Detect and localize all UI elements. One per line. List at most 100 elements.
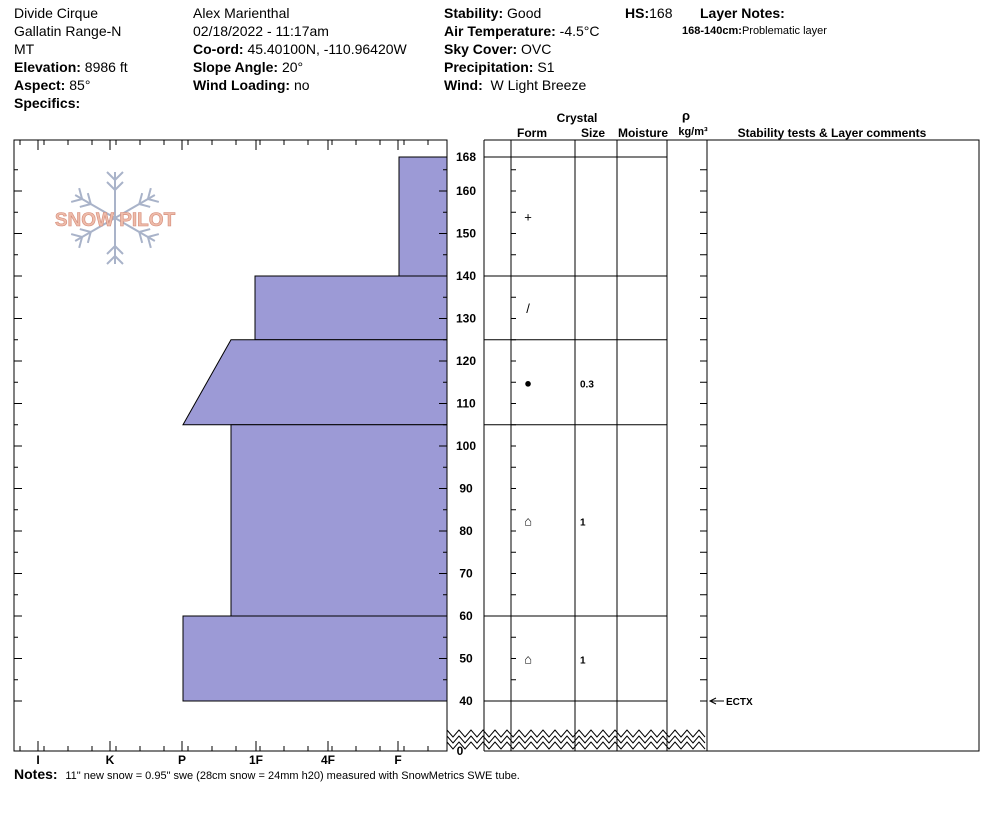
hardness-tick-label-F: F [394,753,401,767]
stability-panel-frame [706,139,980,752]
hardness-tick-label-1F: 1F [249,753,263,767]
axis-break [446,735,706,744]
sky-value: OVC [521,41,552,57]
specifics: Specifics: [14,94,80,112]
height-tick-label: 90 [459,482,473,496]
stability: Stability: Good [444,4,541,22]
col-density-unit: kg/m³ [678,126,708,138]
height-tick-label: 60 [459,609,473,623]
crystal-form: ⌂ [524,513,532,528]
col-stability-comments: Stability tests & Layer comments [738,126,927,140]
col-form: Form [517,126,547,140]
coord-label: Co-ord: [193,41,244,57]
crystal-marks: + / ● 0.3 ⌂ 1 ⌂ 1 [524,210,594,667]
height-tick-label-zero: 0 [457,744,464,758]
range-name: Gallatin Range-N [14,23,122,39]
axis-break [446,741,706,750]
coord-value: 45.40100N, -110.96420W [247,41,407,57]
layer-notes-label: Layer Notes: [700,5,785,21]
height-axis: 40 50 60 70 80 90 100 110 120 130 140 150 160 168 0 [14,150,476,758]
air-temperature: Air Temperature: -4.5°C [444,22,600,40]
wind: Wind: W Light Breeze [444,76,586,94]
crystal-table [446,139,708,752]
crystal-form: + [524,210,532,225]
aspect-label: Aspect: [14,77,66,93]
slope-angle: Slope Angle: 20° [193,58,303,76]
layer-note-range: 168-140cm: [682,25,742,37]
stability-test-arrowhead [708,697,717,705]
hardness-layer-3 [230,424,448,617]
specifics-label: Specifics: [14,95,81,111]
crystal-size: 0.3 [580,379,594,390]
layer-note: 168-140cm:Problematic layer [682,24,827,38]
stability-tests: ECTX [708,697,753,708]
hardness-layer-0 [398,156,448,277]
slope-value: 20° [281,59,304,75]
col-rho: ρ [682,108,690,123]
height-tick-label: 80 [459,524,473,538]
stability-value: Good [507,5,542,21]
notes-text: 11" new snow = 0.95" swe (28cm snow = 24… [65,770,520,782]
crystal-size: 1 [580,656,586,667]
col-moisture: Moisture [618,126,668,140]
sky-label: Sky Cover: [444,41,518,57]
hs-label: HS: [625,5,650,21]
hardness-tick-label-P: P [178,753,186,767]
hs: HS:168 [625,4,672,22]
hardness-layer-4 [182,615,448,702]
aspect: Aspect: 85° [14,76,90,94]
coordinates: Co-ord: 45.40100N, -110.96420W [193,40,407,58]
axis-break [446,729,706,738]
height-tick-label: 160 [456,184,476,198]
height-tick-label: 70 [459,567,473,581]
datetime: 02/18/2022 - 11:17am [193,23,329,39]
hardness-tick-label-I: I [36,753,39,767]
height-tick-label: 168 [456,150,476,164]
state-name: MT [14,41,35,57]
aspect-value: 85° [69,77,91,93]
wind-value: W Light Breeze [490,77,587,93]
precipitation: Precipitation: S1 [444,58,554,76]
precip-label: Precipitation: [444,59,534,75]
wind-label: Wind: [444,77,483,93]
height-tick-label: 130 [456,312,476,326]
stability-test-label: ECTX [726,697,753,708]
notes-label: Notes: [14,766,58,782]
crystal-form: ⌂ [524,652,532,667]
location-name: Divide Cirque [14,5,99,21]
hs-value: 168 [649,5,673,21]
col-crystal: Crystal [557,111,598,125]
height-tick-label: 120 [456,354,476,368]
stability-label: Stability: [444,5,504,21]
elevation-value: 8986 ft [84,59,128,75]
height-tick-label: 50 [459,652,473,666]
height-tick-label: 40 [459,694,473,708]
air-temp-value: -4.5°C [559,23,600,39]
hardness-tick-label-4F: 4F [321,753,335,767]
col-size: Size [581,126,605,140]
precip-value: S1 [537,59,555,75]
snowpilot-logo: SNOW PILOT [55,171,176,265]
wind-loading-value: no [293,77,310,93]
height-tick-label: 110 [456,397,476,411]
hardness-axis-ticks: I K P 1F 4F F [19,140,429,767]
crystal-size: 1 [580,517,586,528]
wind-loading: Wind Loading: no [193,76,310,94]
notes: Notes: 11" new snow = 0.95" swe (28cm sn… [14,766,520,782]
layer-note-text: Problematic layer [741,25,827,37]
air-temp-label: Air Temperature: [444,23,556,39]
elevation: Elevation: 8986 ft [14,58,128,76]
elevation-label: Elevation: [14,59,81,75]
sky-cover: Sky Cover: OVC [444,40,551,58]
crystal-form: / [526,301,530,316]
slope-label: Slope Angle: [193,59,279,75]
height-tick-label: 140 [456,269,476,283]
logo-text: SNOW PILOT [55,210,176,231]
hardness-layer-1 [254,275,448,341]
height-tick-label: 150 [456,227,476,241]
hardness-tick-label-K: K [106,753,115,767]
height-tick-label: 100 [456,439,476,453]
observer: Alex Marienthal [193,5,290,21]
hardness-profile-layers [182,156,448,702]
